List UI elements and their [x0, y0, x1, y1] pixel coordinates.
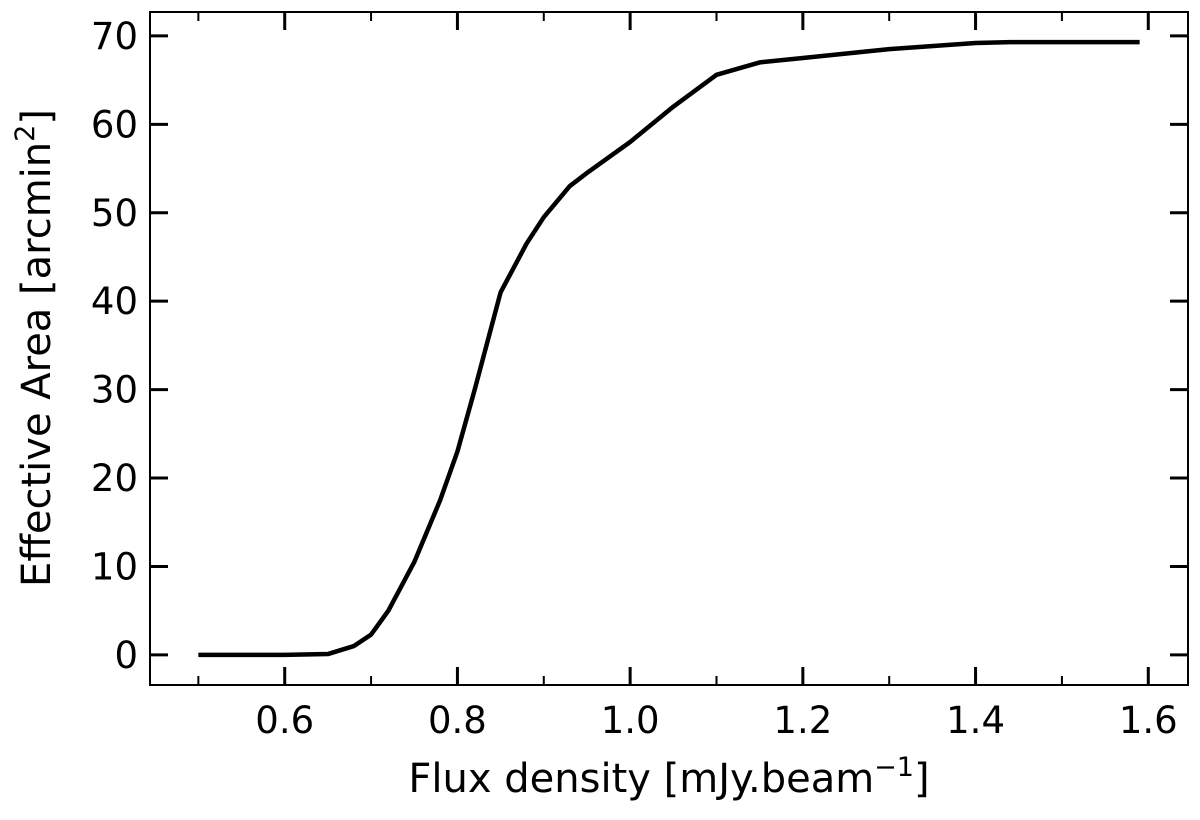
y-tick-label: 40 [91, 280, 138, 323]
y-tick-label: 50 [91, 192, 138, 235]
y-label-sup: 2 [10, 125, 41, 142]
x-tick-label: 1.2 [773, 699, 832, 742]
y-tick-label: 20 [91, 457, 138, 500]
y-tick-label: 30 [91, 369, 138, 412]
x-tick-label: 0.8 [428, 699, 487, 742]
y-label-end: ] [14, 109, 60, 125]
data-line [198, 39, 1140, 658]
y-axis-label: Effective Area [arcmin2] [10, 109, 60, 587]
x-label-text: Flux density [mJy.beam [408, 756, 874, 802]
y-label-text: Effective Area [arcmin [14, 142, 60, 587]
y-tick-label: 10 [91, 545, 138, 588]
x-tick-label: 1.6 [1119, 699, 1178, 742]
y-tick-label: 0 [114, 634, 138, 677]
x-tick-label: 1.0 [601, 699, 660, 742]
x-label-end: ] [914, 756, 930, 802]
y-tick-label: 70 [91, 15, 138, 58]
x-tick-label: 1.4 [946, 699, 1005, 742]
x-label-sup: −1 [874, 752, 914, 783]
x-tick-label: 0.6 [255, 699, 314, 742]
plot-frame [149, 11, 1189, 686]
x-axis-label: Flux density [mJy.beam−1] [408, 752, 929, 802]
y-tick-label: 60 [91, 103, 138, 146]
